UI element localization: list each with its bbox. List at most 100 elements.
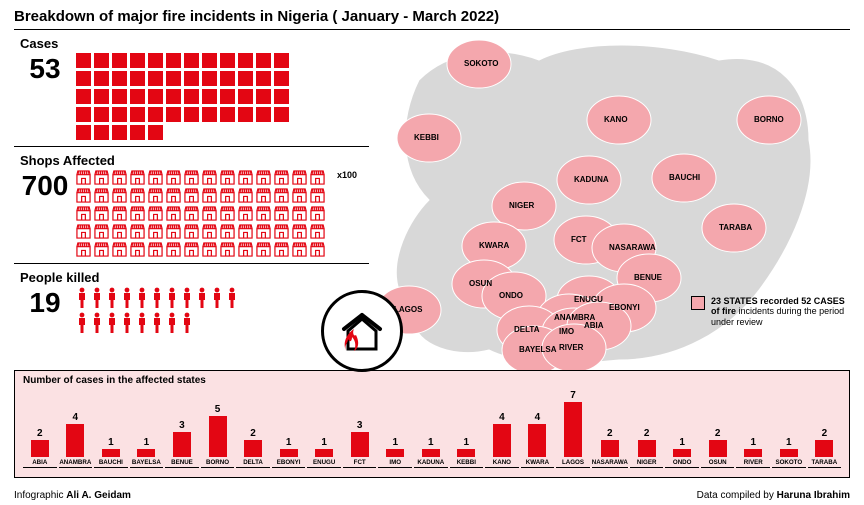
bar-chart-panel: Number of cases in the affected states 2… [14,370,850,478]
cases-pictogram [76,53,292,140]
shop-icon [112,224,127,239]
map-legend: 23 STATES recorded 52 CASES of fire inci… [691,296,846,327]
case-icon [184,107,199,122]
case-icon [148,125,163,140]
shop-icon [274,224,289,239]
shop-icon [274,188,289,203]
bar-rect [673,449,691,457]
shop-icon [76,170,91,185]
case-icon [112,125,127,140]
bar-label: KANO [493,459,511,467]
bar-imo: 1 IMO [378,390,412,468]
credit-name: Ali A. Geidam [66,490,131,501]
bar-label: LAGOS [562,459,584,467]
bar-label: ENUGU [313,459,335,467]
case-icon [148,89,163,104]
shop-icon [184,242,199,257]
case-icon [112,71,127,86]
shop-icon [310,224,325,239]
bar-label: NASARAWA [592,459,628,467]
case-icon [130,53,145,68]
shop-icon [274,242,289,257]
bar-label: KEBBI [457,459,476,467]
bar-label: EBONYI [277,459,301,467]
bar-value: 1 [679,437,685,448]
credit-label: Data compiled by [697,490,774,501]
case-icon [274,89,289,104]
case-icon [256,53,271,68]
bar-value: 5 [215,404,221,415]
bar-label: BAUCHI [99,459,123,467]
bar-rect [386,449,404,457]
bar-river: 1RIVER [736,390,770,468]
case-icon [94,53,109,68]
case-icon [238,71,253,86]
bar-abia: 2 ABIA [23,390,57,468]
case-icon [184,71,199,86]
case-icon [238,53,253,68]
bar-value: 4 [73,412,79,423]
state-label-kaduna: KADUNA [574,175,609,184]
person-icon [121,312,133,334]
shop-icon [94,224,109,239]
shop-icon [148,206,163,221]
case-icon [202,107,217,122]
state-label-fct: FCT [571,235,587,244]
bar-bauchi: 1BAUCHI [94,390,128,468]
bar-label: ABIA [32,459,47,467]
shop-icon [292,170,307,185]
case-icon [238,107,253,122]
shop-icon [274,206,289,221]
shop-icon [310,170,325,185]
case-icon [220,107,235,122]
bar-fct: 3FCT [343,390,377,468]
shop-icon [166,170,181,185]
case-icon [184,89,199,104]
bar-value: 3 [179,420,185,431]
bar-rect [422,449,440,457]
person-icon [106,312,118,334]
shop-icon [130,170,145,185]
bar-value: 3 [357,420,363,431]
case-icon [238,89,253,104]
case-icon [220,53,235,68]
shop-icon [310,242,325,257]
shop-icon [184,170,199,185]
bar-label: TARABA [812,459,838,467]
shop-icon [238,224,253,239]
stat-killed-value: 19 [14,287,76,317]
case-icon [256,89,271,104]
shop-icon [202,170,217,185]
shop-icon [220,242,235,257]
shop-icon [292,206,307,221]
shop-icon [220,170,235,185]
case-icon [94,125,109,140]
bar-value: 1 [392,437,398,448]
person-icon [166,312,178,334]
shop-icon [202,206,217,221]
bar-rect [280,449,298,457]
shop-icon [238,170,253,185]
bar-label: KWARA [526,459,549,467]
shop-icon [256,170,271,185]
person-icon [121,287,133,309]
bar-rect [709,440,727,457]
case-icon [148,53,163,68]
state-label-sokoto: SOKOTO [464,59,499,68]
case-icon [166,53,181,68]
bar-label: IMO [389,459,401,467]
case-icon [202,89,217,104]
state-label-enugu: ENUGU [574,295,603,304]
stat-cases-value: 53 [14,53,76,83]
case-icon [130,89,145,104]
chart-title: Number of cases in the affected states [23,375,841,386]
shop-icon [94,170,109,185]
bar-niger: 2NIGER [630,390,664,468]
bar-rect [744,449,762,457]
shop-icon [94,206,109,221]
bar-enugu: 1ENUGU [307,390,341,468]
bar-value: 2 [37,428,43,439]
state-label-kwara: KWARA [479,241,509,250]
stat-shops-label: Shops Affected [14,153,369,168]
bar-label: BENUE [171,459,193,467]
